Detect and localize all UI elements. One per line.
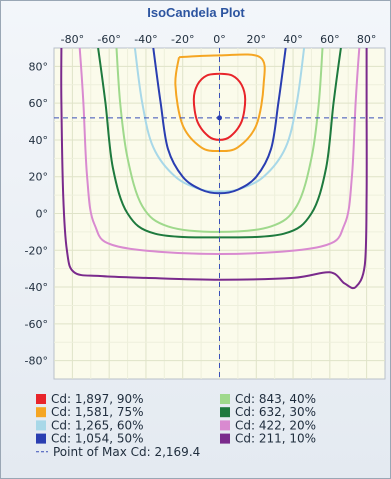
legend-label-7: Cd: 422, 20% [235,418,316,432]
contour-line-2 [174,53,266,153]
y-tick-label: -20° [25,244,48,257]
legend-swatch-8 [220,433,230,444]
y-tick-label: -40° [25,281,48,294]
contour-line-3 [133,48,306,193]
y-tick-label: 40° [29,134,49,147]
legend-swatch-7 [220,420,230,431]
legend-label-1: Cd: 1,897, 90% [51,392,144,406]
legend-label-max-point: Point of Max Cd: 2,169.4 [53,445,200,459]
x-tick-label: -60° [97,33,120,46]
x-tick-label: 20° [247,33,267,46]
x-tick-label: -20° [171,33,194,46]
x-tick-label: 60° [320,33,340,46]
tick-labels: -80° -60° -40° -20° 0° 20° 40° 60° 80° 80° 60° 40° 2… [25,33,377,368]
y-tick-label: -60° [25,318,48,331]
y-tick-label: 80° [29,60,49,73]
max-point-marker [217,115,222,121]
legend-label-3: Cd: 1,265, 60% [51,418,144,432]
legend-label-4: Cd: 1,054, 50% [51,432,144,446]
x-tick-label: 40° [283,33,303,46]
x-tick-label: -80° [61,33,84,46]
legend: Cd: 1,897, 90%Cd: 1,581, 75%Cd: 1,265, 6… [36,392,316,459]
legend-swatch-6 [220,407,230,418]
legend-label-8: Cd: 211, 10% [235,432,316,446]
y-tick-label: -80° [25,355,48,368]
x-tick-label: 80° [357,33,377,46]
y-tick-label: 20° [29,171,49,184]
legend-swatch-4 [36,433,46,444]
legend-swatch-2 [36,407,46,418]
legend-swatch-5 [220,394,230,404]
chart-title: IsoCandela Plot [147,5,245,20]
legend-swatch-3 [36,420,46,431]
contour-line-7 [78,48,361,255]
y-tick-label: 60° [29,97,49,110]
contour-line-8 [60,48,368,290]
y-tick-label: 0° [36,208,49,221]
x-tick-label: -40° [134,33,157,46]
legend-label-6: Cd: 632, 30% [235,405,316,419]
x-tick-label: 0° [213,33,226,46]
legend-label-2: Cd: 1,581, 75% [51,405,144,419]
max-point-markers [54,48,385,379]
legend-label-5: Cd: 843, 40% [235,392,316,406]
legend-swatch-1 [36,394,46,404]
